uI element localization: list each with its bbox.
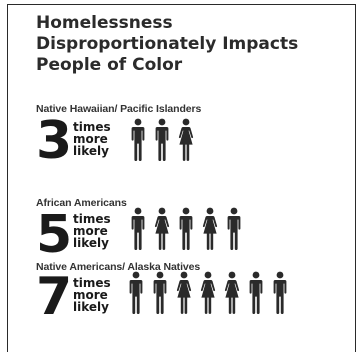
male-person-icon: [128, 271, 144, 315]
word-times: times: [73, 276, 111, 290]
figures-african-americans: [130, 207, 350, 251]
word-more: more: [73, 132, 108, 146]
female-person-icon: [154, 207, 170, 251]
figures-native-americans: [128, 271, 353, 315]
times-more-likely-pacific-islanders: times more likely: [73, 121, 111, 157]
group-label-pacific-islanders: Native Hawaiian/ Pacific Islanders: [36, 103, 202, 115]
infographic-card: Homelessness Disproportionately Impacts …: [7, 4, 356, 352]
male-person-icon: [152, 271, 168, 315]
female-person-icon: [178, 118, 194, 162]
female-person-icon: [202, 207, 218, 251]
title-line-2: Disproportionately Impacts: [36, 34, 299, 54]
word-likely: likely: [73, 236, 109, 250]
male-person-icon: [130, 118, 146, 162]
word-more: more: [73, 288, 108, 302]
times-more-likely-african-americans: times more likely: [73, 213, 111, 249]
female-person-icon: [224, 271, 240, 315]
word-times: times: [73, 212, 111, 226]
group-label-native-americans: Native Americans/ Alaska Natives: [36, 261, 201, 273]
female-person-icon: [176, 271, 192, 315]
times-more-likely-native-americans: times more likely: [73, 277, 111, 313]
female-person-icon: [200, 271, 216, 315]
word-times: times: [73, 120, 111, 134]
title-line-3: People of Color: [36, 55, 183, 75]
word-likely: likely: [73, 300, 109, 314]
group-number-pacific-islanders: 3: [36, 111, 72, 171]
male-person-icon: [178, 207, 194, 251]
male-person-icon: [154, 118, 170, 162]
male-person-icon: [130, 207, 146, 251]
title-line-1: Homelessness: [36, 13, 173, 33]
word-more: more: [73, 224, 108, 238]
male-person-icon: [248, 271, 264, 315]
figures-pacific-islanders: [130, 118, 330, 162]
page-title: Homelessness Disproportionately Impacts …: [36, 13, 336, 76]
male-person-icon: [226, 207, 242, 251]
group-label-african-americans: African Americans: [36, 197, 127, 209]
group-number-african-americans: 5: [36, 205, 72, 265]
group-number-native-americans: 7: [36, 267, 72, 327]
word-likely: likely: [73, 144, 109, 158]
male-person-icon: [272, 271, 288, 315]
